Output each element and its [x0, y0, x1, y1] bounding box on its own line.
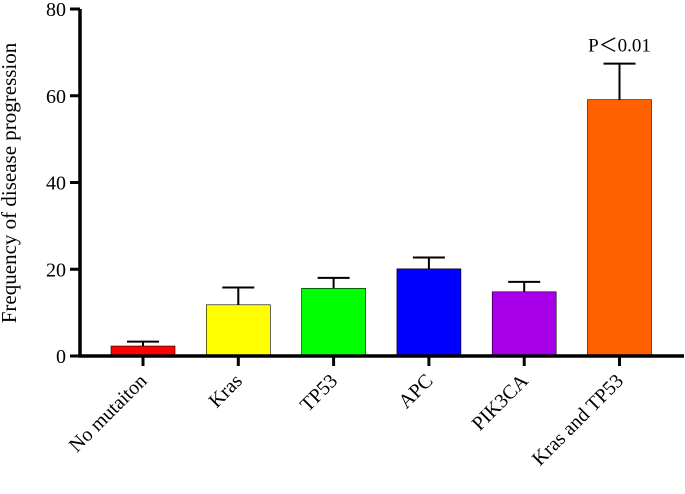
- bar-tp53: [301, 288, 366, 357]
- x-tick-label: Kras and TP53: [528, 370, 628, 470]
- y-axis-label: Frequency of disease progression: [0, 42, 21, 323]
- bar-kras: [206, 304, 271, 357]
- y-tick-label: 20: [46, 259, 66, 281]
- bars-layer: [110, 99, 652, 357]
- x-tick-label: Kras: [205, 370, 247, 412]
- x-tick-label: PIK3CA: [468, 370, 533, 435]
- annotations-layer: P＜0.01: [588, 36, 651, 57]
- y-tick-label: 80: [46, 0, 66, 21]
- bar-pik3ca: [491, 291, 557, 357]
- x-tick-label: TP53: [296, 370, 342, 416]
- x-tick-label: No mutaiton: [65, 370, 152, 457]
- bar-kras-and-tp53: [587, 99, 652, 357]
- y-tick-label: 40: [46, 173, 66, 195]
- y-tick-label: 60: [46, 86, 66, 108]
- bar-apc: [396, 268, 462, 357]
- p-value-annotation: P＜0.01: [588, 36, 651, 57]
- y-ticks-layer: 0 20 40 60 80: [46, 0, 80, 368]
- x-tick-label: APC: [394, 370, 437, 413]
- error-bars-layer: [127, 62, 636, 347]
- y-tick-label: 0: [56, 346, 66, 368]
